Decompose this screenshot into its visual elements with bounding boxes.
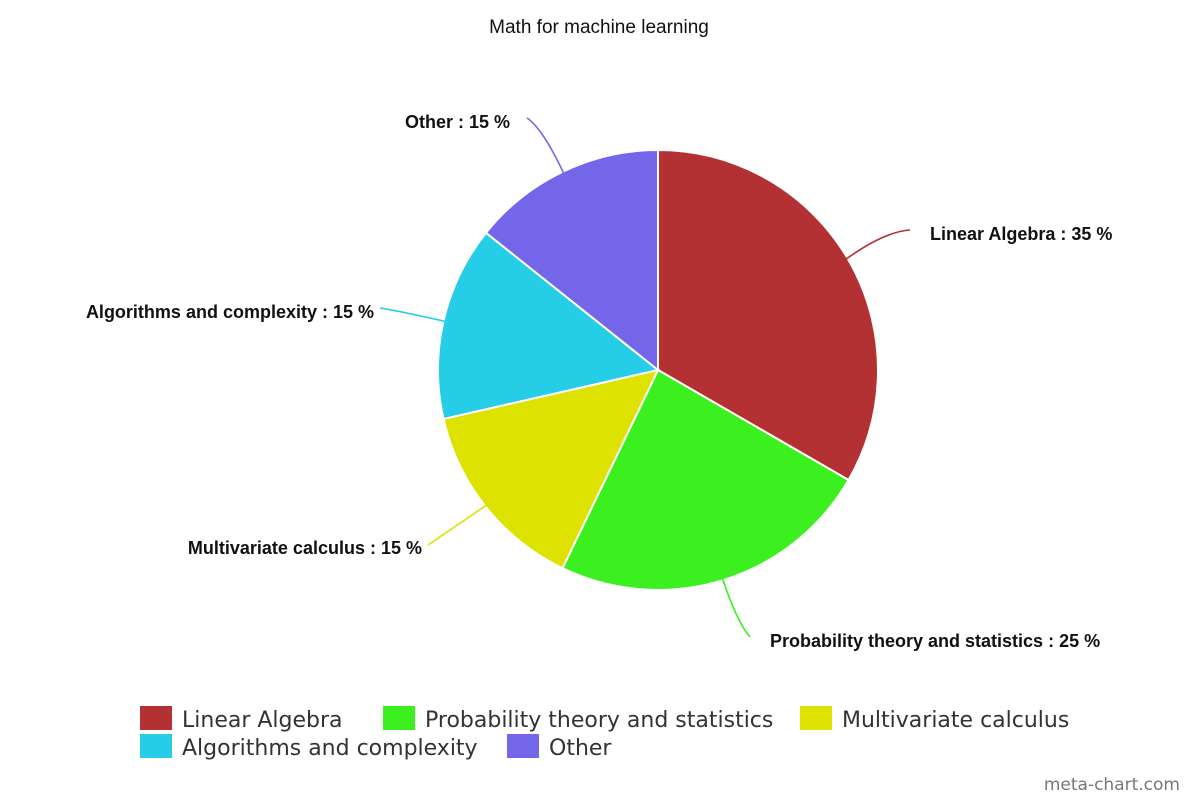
leader-line-multivariate-calculus xyxy=(427,495,501,546)
leader-line-algorithms-and-complexity xyxy=(379,307,462,326)
legend-item-linear-algebra[interactable]: Linear Algebra xyxy=(140,706,343,733)
legend-item-other[interactable]: Other xyxy=(507,734,612,761)
pie-slices xyxy=(437,148,879,591)
slice-label-probability-theory-and-statistics: Probability theory and statistics : 25 % xyxy=(770,631,1100,651)
slice-label-other: Other : 15 % xyxy=(405,112,510,132)
slice-linear-algebra[interactable] xyxy=(657,148,879,482)
legend: Linear Algebra Probability theory and sta… xyxy=(140,706,1069,761)
slice-labels: Linear Algebra : 35 % Probability theory … xyxy=(86,112,1112,651)
legend-swatch-multivariate-calculus xyxy=(800,706,832,730)
legend-item-algorithms-and-complexity[interactable]: Algorithms and complexity xyxy=(140,734,478,761)
legend-swatch-algorithms-and-complexity xyxy=(140,734,172,758)
slice-label-algorithms-and-complexity: Algorithms and complexity : 15 % xyxy=(86,302,374,322)
legend-label-linear-algebra: Linear Algebra xyxy=(182,708,343,733)
legend-item-multivariate-calculus[interactable]: Multivariate calculus xyxy=(800,706,1069,733)
leader-line-probability-theory-and-statistics xyxy=(716,562,751,638)
leader-lines xyxy=(379,117,911,638)
slice-multivariate-calculus[interactable] xyxy=(442,368,660,570)
legend-swatch-linear-algebra xyxy=(140,706,172,730)
legend-label-probability-theory-and-statistics: Probability theory and statistics xyxy=(425,708,773,733)
watermark[interactable]: meta-chart.com xyxy=(1044,775,1180,795)
legend-swatch-other xyxy=(507,734,539,758)
slice-label-linear-algebra: Linear Algebra : 35 % xyxy=(930,224,1112,244)
chart-title: Math for machine learning xyxy=(489,17,709,38)
slice-label-multivariate-calculus: Multivariate calculus : 15 % xyxy=(188,538,422,558)
legend-label-algorithms-and-complexity: Algorithms and complexity xyxy=(182,736,478,761)
leader-line-other xyxy=(526,117,572,189)
legend-label-other: Other xyxy=(549,736,612,761)
leader-line-linear-algebra xyxy=(832,229,911,270)
legend-item-probability-theory-and-statistics[interactable]: Probability theory and statistics xyxy=(383,706,773,733)
legend-swatch-probability-theory-and-statistics xyxy=(383,706,415,730)
legend-label-multivariate-calculus: Multivariate calculus xyxy=(842,708,1069,733)
